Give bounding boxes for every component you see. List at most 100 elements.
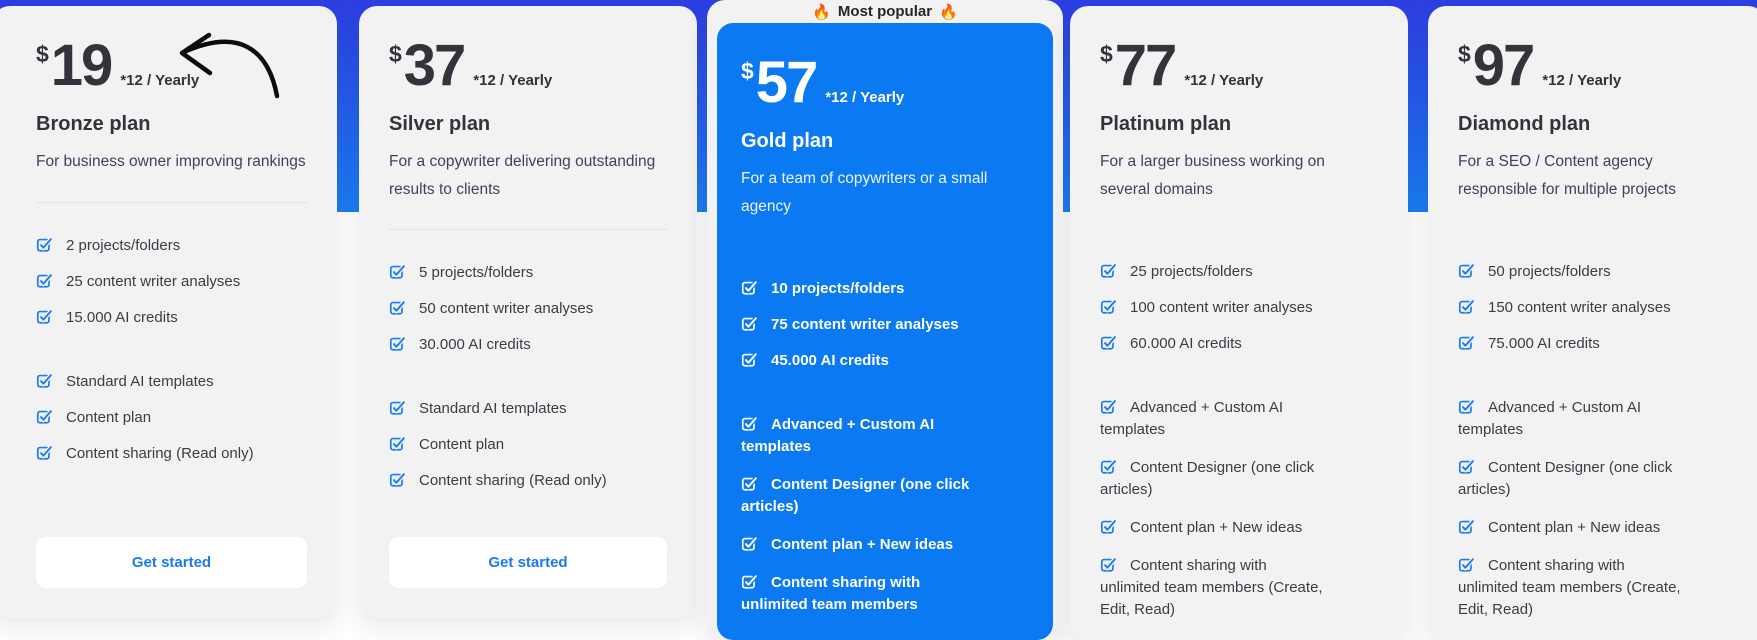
feature-list-primary: 50 projects/folders 150 content writer a… [1458, 261, 1736, 355]
plan-description: For business owner improving rankings [36, 153, 306, 171]
feature-item: Standard AI templates [389, 398, 667, 420]
feature-label: 150 content writer analyses [1488, 299, 1671, 317]
feature-item: Content plan [36, 407, 307, 429]
feature-label: Advanced + Custom AI templates [741, 416, 935, 456]
feature-label: Content sharing with unlimited team memb… [1100, 557, 1323, 619]
check-square-icon [1458, 335, 1476, 350]
feature-item: Content sharing (Read only) [36, 443, 307, 465]
feature-list-secondary: Advanced + Custom AI templates Content D… [741, 414, 1029, 632]
price-amount: 19 [50, 33, 113, 98]
currency-symbol: $ [741, 58, 754, 84]
feature-item: 150 content writer analyses [1458, 297, 1736, 319]
plan-name: Platinum plan [1100, 113, 1232, 136]
check-square-icon [36, 236, 54, 252]
feature-label: Content plan [419, 436, 505, 454]
feature-list-secondary: Standard AI templates Content plan Conte… [389, 398, 667, 492]
price: $ 37 *12 / Yearly [389, 36, 667, 94]
feature-label: 10 projects/folders [771, 280, 905, 298]
check-square-icon [1100, 335, 1118, 350]
check-square-icon [1458, 519, 1476, 534]
feature-item: Content Designer (one click articles) [1458, 457, 1688, 501]
feature-item: Advanced + Custom AI templates [1100, 397, 1330, 441]
check-square-icon [741, 416, 759, 431]
most-popular-label: Most popular [837, 3, 933, 20]
check-square-icon [389, 336, 407, 351]
feature-label: Content Designer (one click articles) [1100, 459, 1315, 499]
check-square-icon [36, 272, 54, 288]
check-square-icon [1458, 557, 1476, 572]
check-square-icon [389, 400, 407, 415]
price-period: *12 / Yearly [1184, 72, 1264, 90]
price-period: *12 / Yearly [120, 72, 200, 90]
get-started-button[interactable]: Get started [36, 537, 307, 588]
feature-item: Advanced + Custom AI templates [741, 414, 971, 458]
flame-icon: 🔥 [812, 3, 831, 21]
check-square-icon [1100, 399, 1118, 414]
feature-item: Content plan + New ideas [741, 534, 971, 556]
plan-name: Bronze plan [36, 113, 151, 136]
plan-card-bronze: $ 19 *12 / Yearly Bronze plan For busine… [0, 6, 337, 618]
check-square-icon [36, 444, 54, 460]
check-square-icon [1100, 519, 1118, 534]
feature-label: Content Designer (one click articles) [1458, 459, 1673, 499]
plan-description: For a copywriter delivering outstanding … [389, 153, 656, 198]
feature-item: 2 projects/folders [36, 235, 307, 257]
price: $ 57 *12 / Yearly [741, 53, 1029, 111]
currency-symbol: $ [389, 41, 402, 67]
get-started-button[interactable]: Get started [389, 537, 667, 588]
plan-name: Diamond plan [1458, 113, 1591, 136]
plan-description: For a SEO / Content agency responsible f… [1458, 153, 1676, 198]
check-square-icon [389, 436, 407, 451]
feature-item: 5 projects/folders [389, 262, 667, 284]
feature-item: 75 content writer analyses [741, 314, 1029, 336]
feature-item: 45.000 AI credits [741, 350, 1029, 372]
feature-item: Content plan [389, 434, 667, 456]
feature-label: Advanced + Custom AI templates [1100, 399, 1284, 439]
feature-label: Content sharing (Read only) [419, 472, 607, 490]
feature-list-primary: 25 projects/folders 100 content writer a… [1100, 261, 1378, 355]
feature-label: 100 content writer analyses [1130, 299, 1313, 317]
check-square-icon [389, 264, 407, 279]
plan-name: Gold plan [741, 130, 834, 153]
check-square-icon [741, 352, 759, 367]
feature-item: Content sharing with unlimited team memb… [1100, 555, 1330, 621]
feature-label: Content sharing (Read only) [66, 444, 254, 462]
feature-label: Content Designer (one click articles) [741, 476, 970, 516]
feature-item: Advanced + Custom AI templates [1458, 397, 1688, 441]
plan-card-silver: $ 37 *12 / Yearly Silver plan For a copy… [359, 6, 697, 618]
feature-list-secondary: Advanced + Custom AI templates Content D… [1100, 397, 1378, 637]
feature-list-primary: 5 projects/folders 50 content writer ana… [389, 262, 667, 356]
price: $ 97 *12 / Yearly [1458, 36, 1736, 94]
price-period: *12 / Yearly [1542, 72, 1622, 90]
feature-list-secondary: Standard AI templates Content plan Conte… [36, 371, 307, 465]
check-square-icon [1100, 299, 1118, 314]
feature-item: Content Designer (one click articles) [1100, 457, 1330, 501]
feature-label: Content plan + New ideas [771, 536, 954, 554]
price-period: *12 / Yearly [473, 72, 553, 90]
feature-label: Advanced + Custom AI templates [1458, 399, 1642, 439]
plan-card-gold: 🔥 Most popular 🔥 $ 57 *12 / Yearly Gold … [707, 0, 1063, 640]
price: $ 77 *12 / Yearly [1100, 36, 1378, 94]
feature-item: 10 projects/folders [741, 278, 1029, 300]
feature-label: Content plan [66, 408, 152, 426]
feature-item: 100 content writer analyses [1100, 297, 1378, 319]
feature-label: Content sharing with unlimited team memb… [1458, 557, 1681, 619]
plan-card-diamond: $ 97 *12 / Yearly Diamond plan For a SEO… [1428, 6, 1757, 640]
feature-item: Standard AI templates [36, 371, 307, 393]
feature-label: 15.000 AI credits [66, 308, 178, 326]
feature-item: Content sharing (Read only) [389, 470, 667, 492]
check-square-icon [1458, 299, 1476, 314]
feature-item: Content sharing with unlimited team memb… [1458, 555, 1688, 621]
divider [389, 229, 667, 231]
feature-label: 2 projects/folders [66, 236, 181, 254]
feature-item: 30.000 AI credits [389, 334, 667, 356]
feature-item: Content Designer (one click articles) [741, 474, 971, 518]
plan-description: For a larger business working on several… [1100, 153, 1325, 198]
feature-item: 15.000 AI credits [36, 307, 307, 329]
check-square-icon [1100, 263, 1118, 278]
feature-item: 50 content writer analyses [389, 298, 667, 320]
check-square-icon [1100, 557, 1118, 572]
check-square-icon [741, 280, 759, 295]
check-square-icon [1458, 263, 1476, 278]
feature-label: Standard AI templates [419, 400, 567, 418]
